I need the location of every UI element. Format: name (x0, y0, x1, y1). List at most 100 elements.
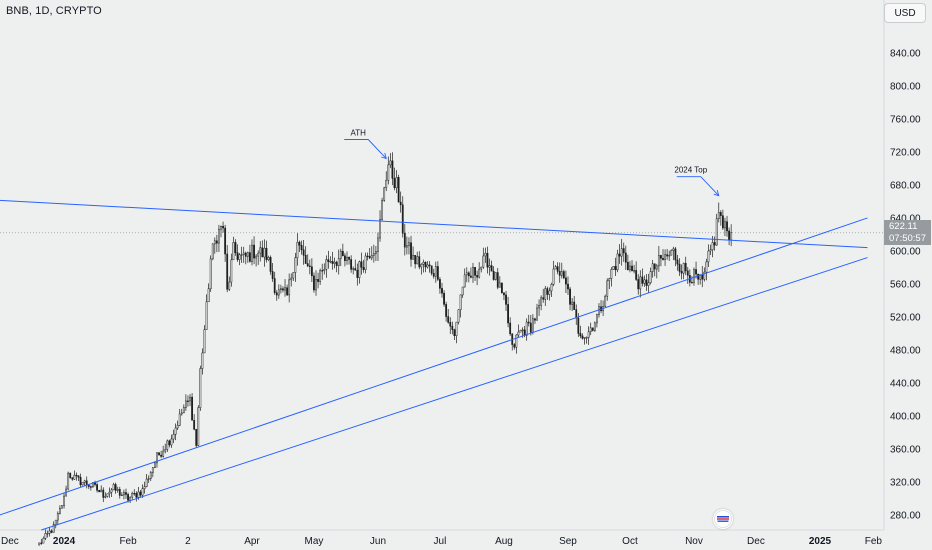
candle-body (296, 241, 299, 258)
candle (445, 301, 448, 322)
candle (412, 246, 414, 260)
candle (118, 486, 121, 499)
candle-body (494, 272, 497, 280)
candle-body (319, 270, 322, 282)
candle-body (164, 449, 167, 452)
candle-body (277, 289, 280, 296)
annotation-arrow-line (676, 176, 720, 196)
candle (596, 313, 598, 328)
candle (647, 273, 650, 293)
candle-body (647, 282, 650, 286)
candle-body (719, 212, 722, 216)
candle-body (686, 270, 689, 276)
candle-body (87, 484, 90, 487)
candle (668, 250, 671, 262)
candle (187, 395, 189, 407)
candle-body (333, 261, 336, 264)
candle-body (701, 274, 704, 280)
candle (337, 249, 340, 275)
annotation-arrow-head (713, 190, 720, 197)
candle (467, 271, 470, 283)
candle (178, 409, 181, 427)
candle-body (655, 265, 658, 270)
candle (546, 286, 549, 300)
candle (688, 269, 691, 287)
candle-body (89, 486, 92, 488)
candle-body (205, 301, 208, 330)
candle-body (457, 309, 460, 323)
candle-body (556, 266, 559, 272)
candle (205, 294, 208, 330)
trendline-support-upper[interactable] (0, 217, 868, 518)
candle-body (341, 250, 344, 257)
price-tick-label: 360.00 (890, 445, 921, 456)
candle (385, 171, 388, 192)
trendline-support-lower[interactable] (41, 257, 868, 531)
candle-body (195, 428, 198, 446)
annotation[interactable]: ATH (344, 129, 387, 160)
candle-body (459, 294, 462, 311)
candle-body (583, 337, 586, 339)
candle-body (271, 271, 274, 279)
candle (494, 272, 497, 281)
trendline-resistance[interactable] (0, 199, 868, 249)
candle (618, 244, 621, 264)
candle-body (624, 252, 627, 263)
candle-body (288, 279, 291, 296)
candle (503, 292, 505, 301)
currency-button[interactable]: USD (884, 3, 926, 23)
trendlines-group[interactable] (0, 199, 868, 531)
candle (77, 475, 80, 482)
candle-body (116, 489, 119, 491)
candle-body (246, 252, 249, 257)
candle (220, 225, 222, 238)
candle (575, 304, 578, 325)
logo-badge[interactable] (713, 509, 733, 529)
candle-body (315, 279, 317, 291)
candle (201, 348, 204, 375)
candle (306, 254, 309, 268)
candle-body (211, 243, 214, 260)
candle-body (184, 400, 187, 408)
candle (538, 299, 540, 316)
candle-body (651, 263, 654, 272)
candle-body (691, 282, 693, 284)
candle (123, 489, 125, 500)
candle-body (552, 268, 555, 285)
annotation[interactable]: 2024 Top (674, 166, 720, 197)
candle (707, 244, 710, 268)
candle-body (123, 492, 125, 496)
candle (686, 266, 689, 284)
candle-body (294, 257, 297, 273)
candle (443, 290, 445, 307)
symbol-title[interactable]: BNB, 1D, CRYPTO (6, 5, 102, 17)
candle-body (102, 489, 105, 498)
candle-body (422, 262, 425, 265)
candle-body (391, 160, 394, 179)
candle (102, 487, 105, 503)
candle-body (626, 262, 629, 271)
candle (341, 243, 344, 257)
candle (416, 251, 419, 265)
candle (641, 268, 644, 287)
candle-body (567, 283, 569, 290)
candle-body (236, 252, 239, 260)
candle (166, 439, 169, 452)
candle-body (705, 261, 708, 273)
candle (414, 255, 417, 269)
candle (676, 254, 679, 271)
candle-body (158, 452, 160, 456)
candle (664, 249, 666, 266)
candle (678, 258, 681, 276)
candle-body (571, 301, 574, 305)
candle (114, 482, 117, 494)
candle-body (486, 252, 489, 268)
candle (255, 253, 258, 267)
candle (730, 224, 733, 247)
candle (715, 213, 718, 246)
candle-body (439, 279, 441, 289)
candle-body (503, 292, 505, 296)
candle (649, 267, 652, 285)
candle (569, 286, 571, 311)
